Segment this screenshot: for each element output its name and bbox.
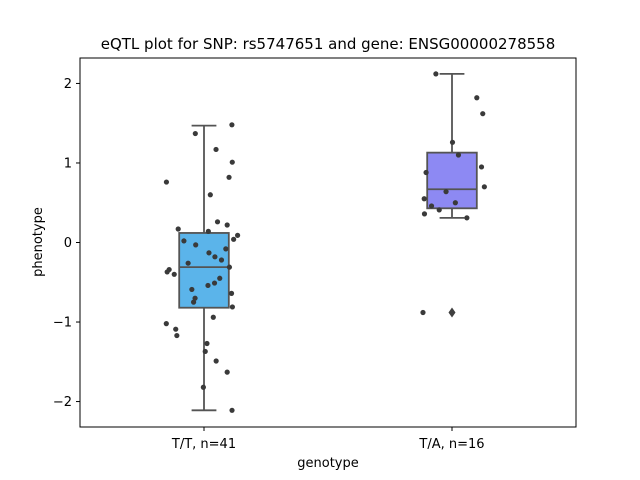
data-point — [193, 242, 199, 248]
data-point — [210, 314, 216, 320]
data-point — [204, 340, 210, 347]
data-point — [229, 304, 235, 310]
data-point — [421, 211, 428, 217]
data-point — [455, 152, 462, 158]
data-point — [206, 250, 212, 256]
data-point — [474, 95, 480, 101]
data-point — [192, 295, 198, 301]
data-point — [235, 232, 241, 238]
data-point — [229, 407, 235, 413]
data-point — [171, 271, 177, 277]
x-axis: T/T, n=41 T/A, n=16 — [171, 427, 485, 452]
data-point — [173, 326, 179, 332]
data-point — [218, 257, 225, 263]
data-point — [229, 122, 235, 128]
boxes-layer — [178, 73, 478, 412]
x-axis-label: genotype — [297, 456, 358, 471]
data-point — [214, 219, 221, 225]
data-point — [211, 280, 218, 286]
x-tick-label: T/A, n=16 — [418, 437, 484, 452]
y-tick-label: 2 — [64, 77, 72, 92]
data-point — [213, 146, 219, 153]
data-point — [189, 286, 195, 293]
y-tick-label: −1 — [53, 316, 72, 331]
data-point — [224, 222, 230, 228]
data-point — [229, 159, 235, 165]
data-point — [231, 236, 237, 242]
data-point — [205, 282, 211, 289]
data-point — [464, 215, 470, 221]
points-layer — [163, 71, 487, 413]
data-point — [192, 130, 198, 137]
data-point — [212, 254, 218, 260]
data-point — [213, 358, 219, 364]
data-point — [436, 207, 442, 213]
x-tick-label: T/T, n=41 — [171, 437, 236, 452]
data-point — [452, 200, 458, 206]
y-tick-label: −2 — [53, 395, 72, 410]
iqr-box — [178, 232, 230, 309]
y-axis: −2 −1 0 1 2 — [53, 77, 80, 410]
data-point — [228, 290, 235, 296]
data-point — [217, 275, 223, 281]
data-point — [205, 228, 211, 234]
y-tick-label: 1 — [64, 156, 72, 171]
data-point — [433, 71, 439, 77]
data-point — [181, 238, 187, 244]
outlier-marker — [448, 307, 456, 318]
data-point — [207, 192, 213, 198]
data-point — [185, 260, 191, 266]
data-point — [226, 174, 232, 180]
data-point — [174, 332, 180, 339]
iqr-box — [426, 151, 478, 210]
data-point — [190, 299, 197, 305]
y-tick-label: 0 — [64, 236, 72, 251]
data-point — [478, 164, 485, 170]
data-point — [224, 369, 230, 375]
data-point — [420, 309, 426, 316]
data-point — [480, 111, 486, 117]
data-point — [423, 169, 429, 176]
plot-frame — [79, 57, 577, 428]
data-point — [226, 264, 233, 270]
data-point — [200, 384, 206, 390]
y-axis-label: phenotype — [31, 207, 46, 277]
data-point — [202, 348, 208, 355]
chart-title: eQTL plot for SNP: rs5747651 and gene: E… — [101, 35, 556, 53]
data-point — [223, 246, 229, 252]
data-point — [443, 189, 449, 195]
data-point — [163, 179, 170, 185]
data-point — [481, 184, 487, 190]
data-point — [428, 203, 435, 209]
data-point — [175, 226, 181, 232]
data-point — [421, 196, 427, 202]
data-point — [449, 139, 456, 145]
data-point — [164, 269, 170, 275]
data-point — [163, 321, 169, 327]
